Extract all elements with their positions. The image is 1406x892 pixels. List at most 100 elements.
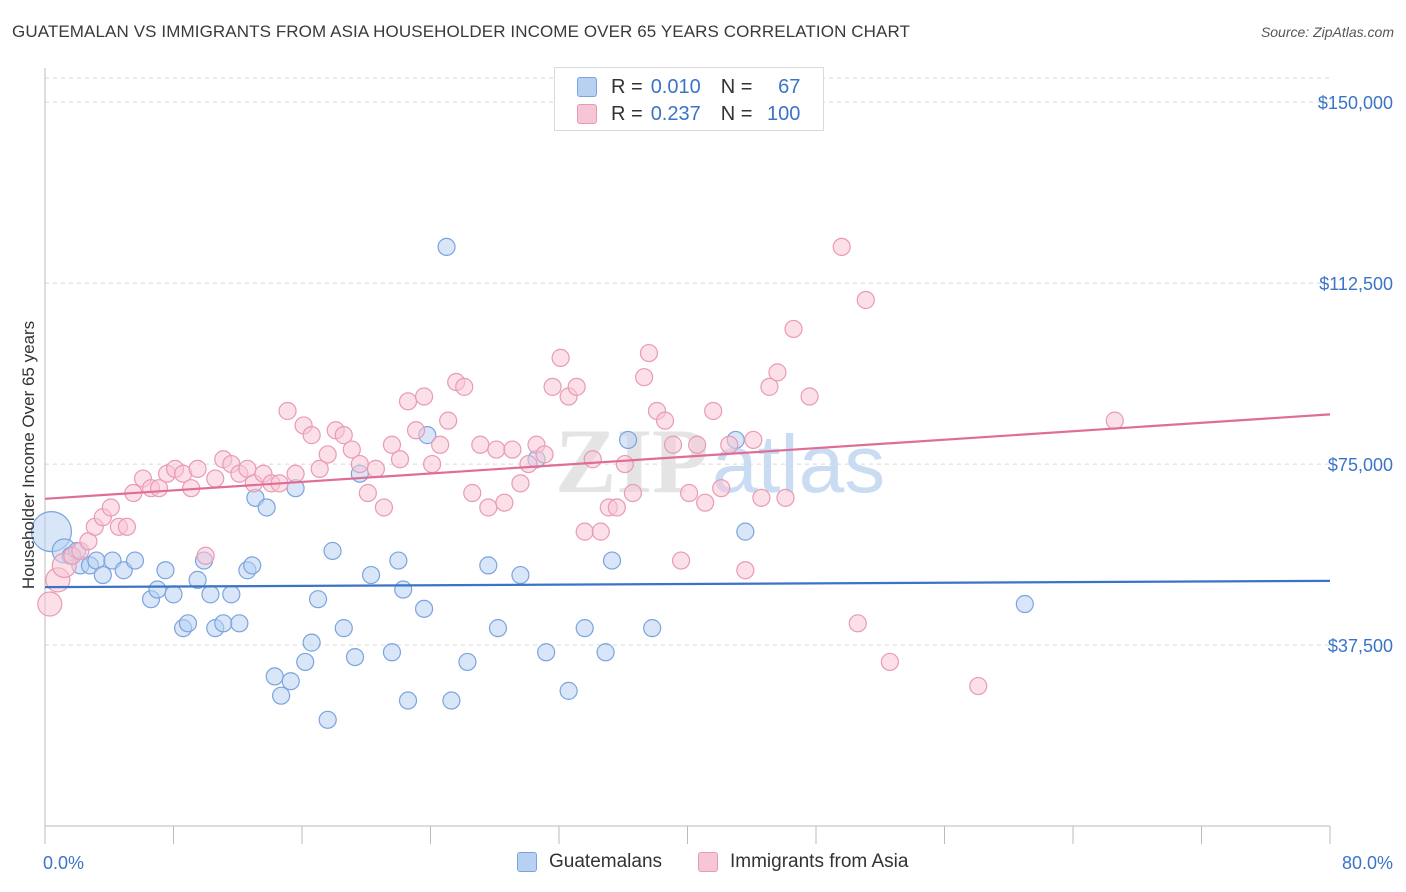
legend-row-immigrants-from-asia: R = 0.237 N = 100	[577, 102, 800, 126]
data-point	[488, 619, 508, 638]
data-point	[272, 686, 291, 705]
data-point	[302, 633, 321, 652]
data-point	[880, 652, 899, 672]
data-point	[1015, 594, 1034, 614]
data-point	[671, 551, 691, 570]
data-point	[101, 498, 120, 517]
data-point	[471, 435, 490, 454]
data-point	[265, 667, 284, 686]
data-point	[551, 348, 570, 367]
data-point	[230, 614, 249, 633]
series-immigrants-from-asia	[37, 237, 1124, 696]
legend-swatch-pink	[577, 104, 597, 124]
data-point	[382, 643, 402, 662]
data-point	[257, 498, 276, 517]
data-point	[784, 319, 803, 339]
data-point	[680, 483, 699, 503]
data-point	[414, 599, 434, 618]
legend-n-value: 67	[778, 75, 801, 98]
data-point	[423, 454, 442, 474]
data-point	[188, 459, 207, 478]
data-point	[323, 541, 342, 561]
data-point	[720, 435, 739, 454]
data-point	[310, 459, 329, 478]
y-tick-label: $37,500	[1328, 636, 1393, 656]
data-point	[832, 237, 851, 257]
data-point	[752, 488, 771, 507]
data-point	[156, 561, 175, 580]
data-point	[535, 445, 554, 464]
data-point	[278, 401, 297, 421]
legend-item-immigrants-from-asia: Immigrants from Asia	[698, 851, 908, 873]
data-point	[615, 454, 634, 474]
data-point	[308, 590, 328, 609]
y-tick-label: $150,000	[1318, 93, 1393, 113]
legend-n-label: N =	[720, 102, 753, 125]
data-point	[744, 430, 763, 450]
data-point	[567, 377, 586, 396]
legend-r-label: R =	[611, 75, 643, 98]
data-point	[495, 493, 514, 512]
data-point	[479, 556, 498, 575]
data-point	[602, 551, 622, 570]
data-point	[302, 426, 321, 445]
data-point	[350, 454, 369, 474]
correlation-legend: R = 0.010 N = 67 R = 0.237 N = 100	[554, 67, 824, 131]
data-point	[519, 454, 538, 474]
data-point	[463, 483, 482, 503]
data-point	[635, 368, 654, 387]
data-point	[643, 619, 662, 638]
data-point	[442, 691, 461, 710]
data-point	[431, 435, 450, 454]
data-point	[296, 652, 315, 672]
data-point	[243, 556, 262, 575]
data-point	[776, 488, 795, 507]
legend-row-guatemalans: R = 0.010 N = 67	[577, 75, 800, 99]
legend-swatch-blue	[577, 77, 597, 97]
data-point	[688, 435, 707, 454]
data-point	[398, 392, 418, 411]
data-point	[164, 585, 183, 604]
data-point	[37, 591, 63, 617]
data-point	[663, 435, 683, 454]
y-tick-label: $112,500	[1319, 274, 1393, 294]
data-point	[206, 469, 225, 488]
data-point	[768, 363, 787, 382]
chart-title: GUATEMALAN VS IMMIGRANTS FROM ASIA HOUSE…	[12, 22, 911, 41]
source-label: Source: ZipAtlas.com	[1260, 24, 1394, 40]
data-point	[188, 570, 207, 589]
data-point	[969, 676, 988, 696]
data-point	[390, 450, 410, 469]
data-point	[374, 498, 394, 517]
data-point	[214, 614, 233, 633]
data-point	[704, 401, 723, 421]
data-point	[458, 652, 477, 672]
series-legend: Guatemalans Immigrants from Asia	[0, 851, 1406, 877]
data-point	[125, 551, 145, 570]
data-point	[281, 672, 300, 691]
data-point	[800, 387, 819, 406]
legend-label-immigrants-from-asia: Immigrants from Asia	[730, 851, 909, 872]
data-point	[117, 517, 137, 536]
data-point	[334, 619, 353, 638]
data-point	[511, 474, 530, 493]
data-point	[345, 647, 365, 667]
data-point	[543, 377, 562, 396]
data-point	[342, 440, 361, 459]
data-point	[382, 435, 402, 454]
data-point	[696, 493, 715, 512]
data-point	[591, 522, 610, 541]
data-point	[736, 522, 755, 541]
legend-item-guatemalans: Guatemalans	[517, 851, 662, 873]
legend-label-guatemalans: Guatemalans	[549, 851, 663, 872]
data-point	[286, 464, 305, 483]
legend-swatch-pink	[698, 852, 718, 872]
data-point	[437, 237, 456, 257]
legend-r-value: 0.237	[650, 102, 701, 125]
trend-line	[44, 413, 1331, 500]
data-point	[334, 426, 353, 445]
trend-line	[44, 579, 1331, 589]
data-point	[607, 498, 626, 517]
legend-n-value: 100	[767, 102, 801, 125]
